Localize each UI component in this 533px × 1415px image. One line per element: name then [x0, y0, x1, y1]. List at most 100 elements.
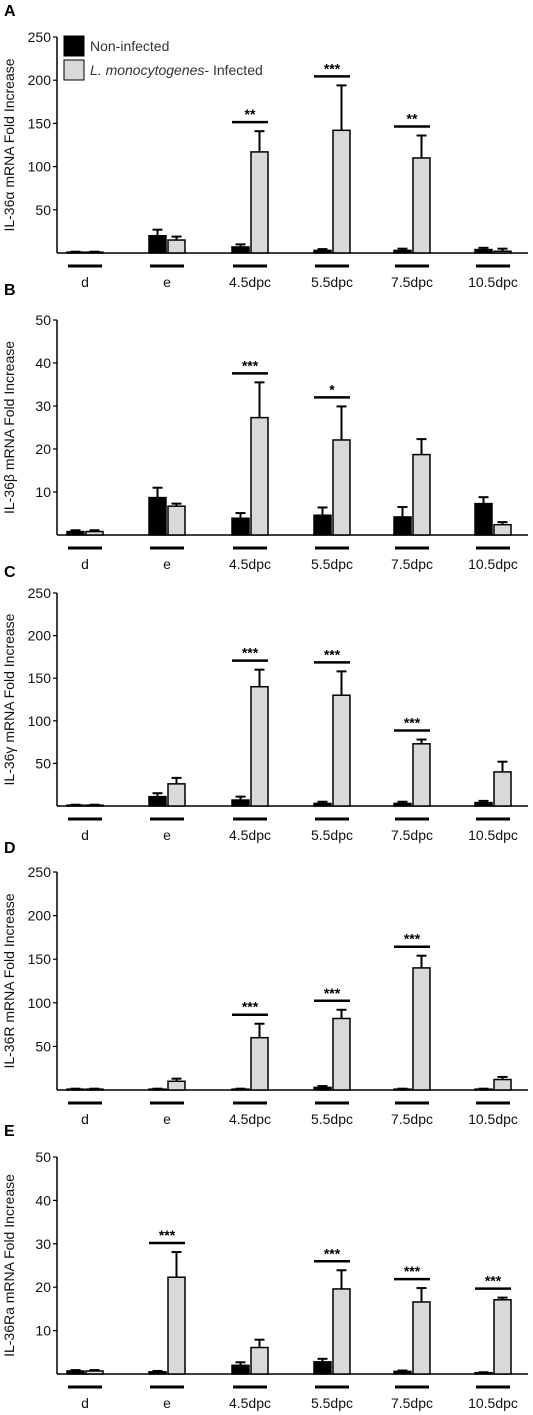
x-tick-label: 7.5dpc [391, 1395, 433, 1411]
x-tick-label: 10.5dpc [468, 556, 518, 572]
bar-infected-4-5dpc [250, 1346, 269, 1375]
bar-infected-5-5dpc [332, 1288, 351, 1375]
bar-infected-4-5dpc [250, 151, 269, 254]
legend: Non-infected L. monocytogenes- Infected [63, 35, 263, 81]
x-tick-label: 5.5dpc [311, 827, 353, 843]
x-tick-label: 7.5dpc [391, 1111, 433, 1127]
y-axis-label: IL-36γ mRNA Fold Increase [1, 613, 17, 785]
y-tick-label: 200 [28, 628, 52, 644]
y-tick-label: 50 [35, 312, 51, 328]
significance-label: *** [242, 999, 259, 1015]
significance-label: *** [404, 1263, 421, 1279]
bar-infected-4-5dpc [250, 685, 269, 807]
y-tick-label: 250 [28, 585, 52, 601]
bar-non-infected-4-5dpc [231, 517, 250, 536]
bar-non-infected-7-5dpc [393, 249, 412, 254]
bar-non-infected-e [148, 234, 167, 254]
bar-non-infected-5-5dpc [313, 1086, 332, 1091]
bar-infected-d [85, 1370, 104, 1375]
x-tick-label: 4.5dpc [229, 1111, 271, 1127]
y-tick-label: 100 [28, 713, 52, 729]
y-tick-label: 200 [28, 72, 52, 88]
x-tick-label: e [163, 1111, 171, 1127]
y-tick-label: 30 [35, 398, 51, 414]
y-tick-label: 20 [35, 1279, 51, 1295]
y-axis-label: IL-36α mRNA Fold Increase [1, 58, 17, 231]
significance-label: ** [407, 110, 418, 126]
bar-infected-e [167, 783, 186, 807]
bar-infected-10-5dpc [493, 250, 512, 254]
bar-infected-4-5dpc [250, 1036, 269, 1091]
legend-swatch-infected [63, 59, 85, 81]
y-tick-label: 20 [35, 441, 51, 457]
bar-non-infected-4-5dpc [231, 246, 250, 254]
y-axis-label: IL-36β mRNA Fold Increase [1, 341, 17, 514]
bar-infected-4-5dpc [250, 416, 269, 536]
y-tick-label: 40 [35, 1192, 51, 1208]
legend-label-non-infected: Non-infected [90, 38, 169, 54]
x-tick-label: 4.5dpc [229, 827, 271, 843]
x-tick-label: e [163, 827, 171, 843]
y-tick-label: 250 [28, 864, 52, 880]
bar-non-infected-d [66, 530, 85, 536]
bar-infected-7-5dpc [412, 1301, 431, 1375]
y-tick-label: 200 [28, 908, 52, 924]
y-tick-label: 100 [28, 995, 52, 1011]
y-tick-label: 250 [28, 29, 52, 45]
panel-letter: C [4, 564, 16, 581]
bar-infected-5-5dpc [332, 694, 351, 807]
bar-infected-5-5dpc [332, 439, 351, 536]
y-tick-label: 30 [35, 1236, 51, 1252]
y-tick-label: 150 [28, 115, 52, 131]
bar-non-infected-7-5dpc [393, 1370, 412, 1375]
y-tick-label: 50 [35, 202, 51, 218]
significance-label: *** [404, 715, 421, 731]
legend-swatch-non-infected [63, 35, 85, 57]
chart-panel-b: B 10 20 30 40 50 IL-36β mRNA Fold Increase d e 4.… [1, 282, 528, 572]
bar-infected-10-5dpc [493, 1078, 512, 1091]
chart-panel-a: A 50 100 150 200 250 IL-36α mRNA Fold Increase… [1, 3, 528, 290]
bar-non-infected-4-5dpc [231, 1364, 250, 1375]
bar-infected-10-5dpc [493, 771, 512, 807]
significance-label: *** [324, 646, 341, 662]
bar-infected-e [167, 1276, 186, 1375]
bar-infected-5-5dpc [332, 1017, 351, 1091]
bar-non-infected-5-5dpc [313, 802, 332, 807]
bar-non-infected-7-5dpc [393, 802, 412, 807]
significance-label: *** [324, 985, 341, 1001]
x-tick-label: 5.5dpc [311, 1395, 353, 1411]
bar-non-infected-4-5dpc [231, 799, 250, 807]
panel-letter: A [4, 3, 16, 20]
significance-label: *** [404, 931, 421, 947]
bar-non-infected-e [148, 496, 167, 536]
x-tick-label: d [81, 274, 89, 290]
significance-label: *** [324, 1245, 341, 1261]
significance-label: *** [242, 645, 259, 661]
x-tick-label: 5.5dpc [311, 274, 353, 290]
x-tick-label: 10.5dpc [468, 1111, 518, 1127]
bar-non-infected-10-5dpc [474, 801, 493, 807]
x-tick-label: 4.5dpc [229, 274, 271, 290]
panel-letter: B [4, 282, 16, 299]
x-tick-label: 10.5dpc [468, 274, 518, 290]
bar-infected-7-5dpc [412, 967, 431, 1091]
x-tick-label: d [81, 556, 89, 572]
y-tick-label: 100 [28, 159, 52, 175]
significance-label: *** [485, 1273, 502, 1289]
significance-label: *** [324, 60, 341, 76]
x-tick-label: e [163, 1395, 171, 1411]
x-tick-label: d [81, 827, 89, 843]
y-axis-label: IL-36Ra mRNA Fold Increase [1, 1174, 17, 1357]
x-tick-label: 7.5dpc [391, 827, 433, 843]
bar-infected-10-5dpc [493, 523, 512, 536]
x-tick-label: 7.5dpc [391, 556, 433, 572]
y-tick-label: 10 [35, 1323, 51, 1339]
panel-letter: D [4, 840, 16, 857]
bar-non-infected-5-5dpc [313, 514, 332, 536]
y-tick-label: 150 [28, 951, 52, 967]
x-tick-label: 7.5dpc [391, 274, 433, 290]
chart-panel-d: D 50 100 150 200 250 IL-36R mRNA Fold Increase… [1, 840, 528, 1127]
y-tick-label: 40 [35, 355, 51, 371]
bar-infected-7-5dpc [412, 453, 431, 536]
x-tick-label: 10.5dpc [468, 827, 518, 843]
